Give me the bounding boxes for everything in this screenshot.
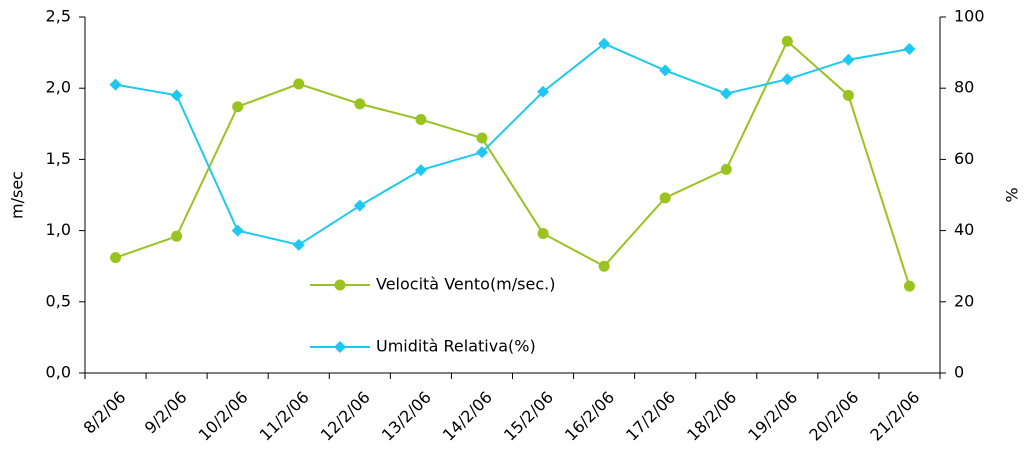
data-point <box>292 238 305 251</box>
x-tick-label: 18/2/06 <box>683 388 740 445</box>
x-tick-label: 14/2/06 <box>439 388 496 445</box>
x-tick-label: 10/2/06 <box>195 388 252 445</box>
legend-label: Velocità Vento(m/sec.) <box>376 275 555 294</box>
y-tick-label: 2,0 <box>46 78 71 97</box>
data-point <box>781 73 794 86</box>
y-axis-label: m/sec <box>8 171 27 219</box>
data-point <box>415 114 427 126</box>
data-point <box>170 89 183 102</box>
x-tick-label: 16/2/06 <box>561 388 618 445</box>
data-point <box>476 132 488 144</box>
data-point <box>414 164 427 177</box>
y-tick-label: 2,5 <box>46 7 71 26</box>
data-point <box>659 64 672 77</box>
data-point <box>781 35 793 47</box>
x-tick-label: 13/2/06 <box>378 388 435 445</box>
y2-tick-label: 0 <box>954 363 964 382</box>
series-line <box>115 42 910 246</box>
data-point <box>598 37 611 50</box>
data-point <box>903 280 915 292</box>
data-point <box>232 101 244 113</box>
data-point <box>720 163 732 175</box>
data-point <box>537 85 550 98</box>
y-tick-label: 0,5 <box>46 291 71 310</box>
data-point <box>353 199 366 212</box>
data-point <box>903 43 916 56</box>
legend-marker <box>334 279 346 291</box>
data-point <box>598 260 610 272</box>
data-point <box>171 230 183 242</box>
x-tick-label: 20/2/06 <box>805 388 862 445</box>
legend-marker <box>334 341 346 353</box>
data-point <box>720 87 733 100</box>
y-tick-label: 0,0 <box>46 363 71 382</box>
data-point <box>231 224 244 237</box>
data-point <box>354 98 366 110</box>
x-tick-label: 15/2/06 <box>500 388 557 445</box>
x-tick-label: 17/2/06 <box>622 388 679 445</box>
series-line <box>115 39 911 287</box>
data-point <box>842 53 855 66</box>
legend-label: Umidità Relativa(%) <box>376 337 536 356</box>
y2-tick-label: 80 <box>954 78 974 97</box>
data-point <box>475 146 488 159</box>
y-tick-label: 1,5 <box>46 149 71 168</box>
data-point <box>537 227 549 239</box>
y2-tick-label: 100 <box>954 7 985 26</box>
y2-tick-label: 60 <box>954 149 974 168</box>
data-point <box>659 192 671 204</box>
x-tick-label: 8/2/06 <box>80 388 130 438</box>
y2-axis-label: % <box>1003 187 1022 202</box>
data-point <box>110 252 122 264</box>
y-tick-label: 1,0 <box>46 220 71 239</box>
x-tick-label: 9/2/06 <box>141 388 191 438</box>
x-tick-label: 11/2/06 <box>256 388 313 445</box>
data-point <box>293 78 305 90</box>
y2-tick-label: 20 <box>954 291 974 310</box>
data-point <box>109 78 122 91</box>
y2-tick-label: 40 <box>954 220 974 239</box>
x-tick-label: 19/2/06 <box>744 388 801 445</box>
x-tick-label: 21/2/06 <box>866 388 923 445</box>
data-point <box>842 89 854 101</box>
x-tick-label: 12/2/06 <box>317 388 374 445</box>
